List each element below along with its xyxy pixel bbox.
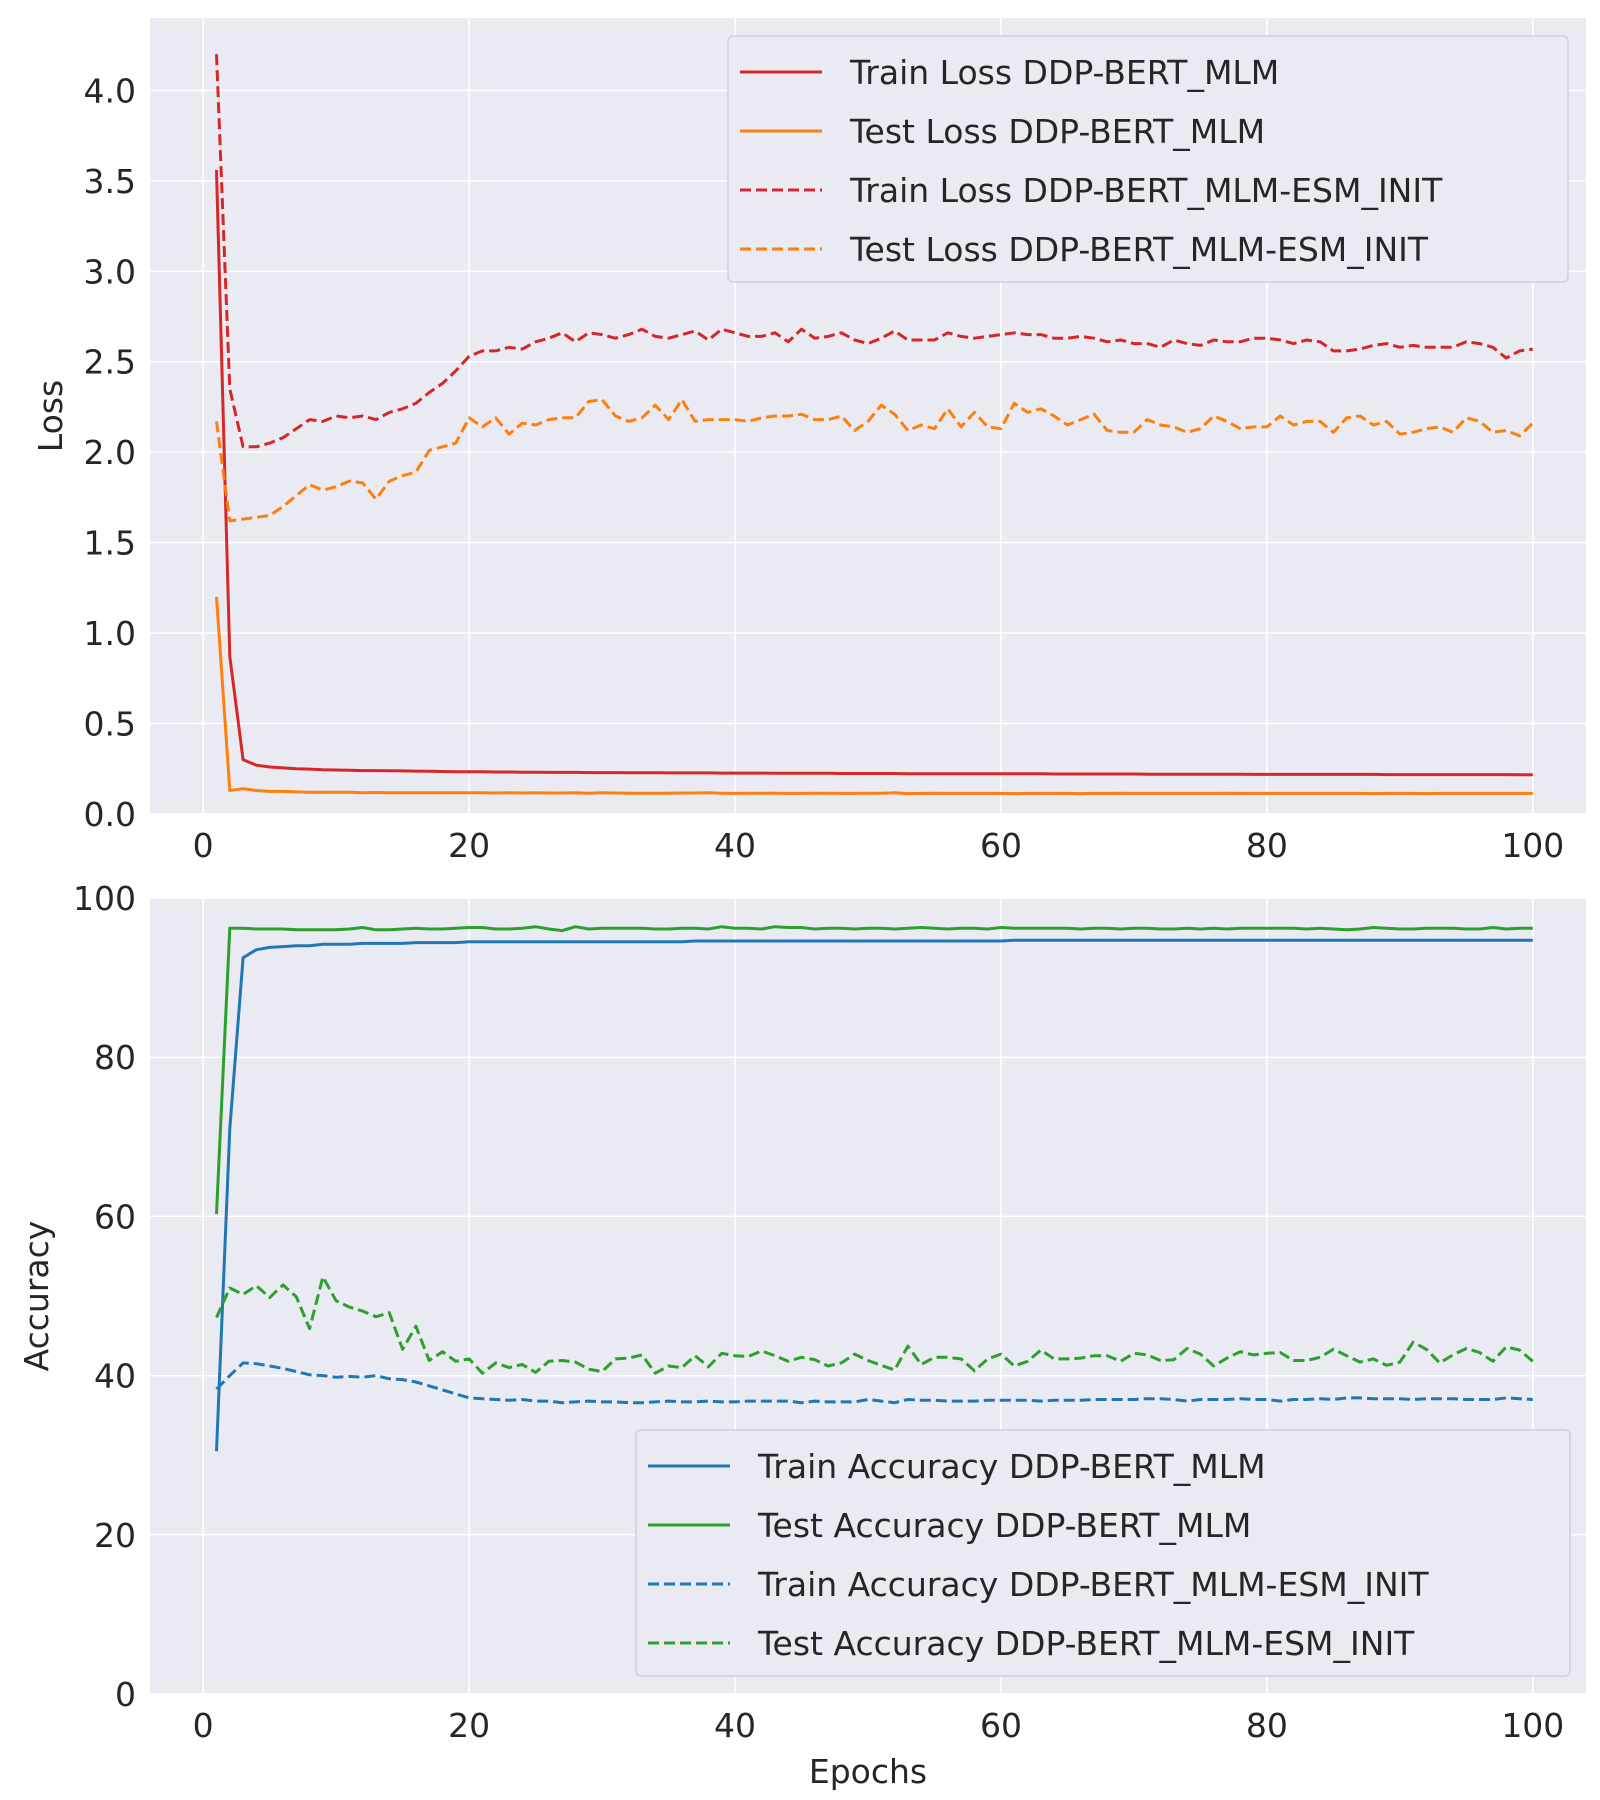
loss-x-ticks: 0 20 40 60 80 100 bbox=[193, 826, 1565, 865]
loss-series-line-3 bbox=[215, 54, 1534, 449]
accuracy-series-line-4 bbox=[215, 1275, 1534, 1375]
loss-series-line-1 bbox=[215, 169, 1533, 777]
accuracy-y-tick-label: 80 bbox=[94, 1038, 136, 1077]
accuracy-x-tick-label: 100 bbox=[1501, 1706, 1564, 1745]
loss-x-tick-label: 100 bbox=[1501, 826, 1564, 865]
accuracy-y-tick-label: 20 bbox=[94, 1516, 136, 1555]
accuracy-y-tick-label: 40 bbox=[94, 1357, 136, 1396]
accuracy-x-tick-label: 60 bbox=[980, 1706, 1022, 1745]
loss-y-axis-label: Loss bbox=[31, 380, 70, 452]
accuracy-legend-label-3: Train Accuracy DDP-BERT_MLM-ESM_INIT bbox=[757, 1565, 1429, 1604]
loss-x-tick-label: 40 bbox=[714, 826, 756, 865]
loss-legend-label-2: Test Loss DDP-BERT_MLM bbox=[849, 112, 1265, 151]
loss-y-tick-label: 4.0 bbox=[84, 71, 136, 110]
loss-y-tick-label: 2.0 bbox=[84, 433, 136, 472]
loss-legend-label-3: Train Loss DDP-BERT_MLM-ESM_INIT bbox=[849, 171, 1443, 210]
accuracy-x-tick-label: 40 bbox=[714, 1706, 756, 1745]
loss-x-tick-label: 20 bbox=[448, 826, 490, 865]
accuracy-legend-items: Train Accuracy DDP-BERT_MLM Test Accuracy… bbox=[648, 1447, 1429, 1663]
accuracy-legend-label-4: Test Accuracy DDP-BERT_MLM-ESM_INIT bbox=[757, 1624, 1415, 1663]
loss-x-tick-label: 0 bbox=[193, 826, 214, 865]
accuracy-x-tick-label: 80 bbox=[1246, 1706, 1288, 1745]
accuracy-series-line-1 bbox=[215, 938, 1533, 1452]
loss-chart: 0 20 40 60 80 100 0.0 0.5 1.0 1.5 2.0 2.5 3.0 3.5 4.0… bbox=[31, 18, 1586, 865]
loss-legend-box bbox=[727, 35, 1569, 283]
loss-x-tick-label: 60 bbox=[980, 826, 1022, 865]
accuracy-x-tick-label: 0 bbox=[193, 1706, 214, 1745]
accuracy-legend-label-1: Train Accuracy DDP-BERT_MLM bbox=[757, 1447, 1266, 1486]
accuracy-x-tick-label: 20 bbox=[448, 1706, 490, 1745]
accuracy-x-ticks: 0 20 40 60 80 100 bbox=[193, 1706, 1565, 1745]
loss-y-tick-label: 1.5 bbox=[84, 524, 136, 563]
loss-y-tick-label: 3.0 bbox=[84, 252, 136, 291]
accuracy-legend-label-2: Test Accuracy DDP-BERT_MLM bbox=[757, 1506, 1251, 1545]
accuracy-y-ticks: 0 20 40 60 80 100 bbox=[73, 879, 136, 1714]
loss-legend: Train Loss DDP-BERT_MLM Test Loss DDP-BER… bbox=[727, 35, 1569, 283]
loss-y-tick-label: 1.0 bbox=[84, 614, 136, 653]
loss-y-tick-label: 2.5 bbox=[84, 343, 136, 382]
loss-y-tick-label: 0.0 bbox=[84, 795, 136, 834]
loss-series-line-2 bbox=[215, 596, 1533, 796]
loss-y-ticks: 0.0 0.5 1.0 1.5 2.0 2.5 3.0 3.5 4.0 bbox=[84, 71, 136, 834]
accuracy-y-tick-label: 100 bbox=[73, 879, 136, 918]
accuracy-series-line-3 bbox=[215, 1361, 1533, 1405]
accuracy-series-line-2 bbox=[215, 925, 1533, 1215]
loss-x-tick-label: 80 bbox=[1246, 826, 1288, 865]
loss-legend-label-4: Test Loss DDP-BERT_MLM-ESM_INIT bbox=[849, 230, 1429, 269]
accuracy-legend: Train Accuracy DDP-BERT_MLM Test Accuracy… bbox=[635, 1429, 1571, 1677]
accuracy-y-axis-label: Accuracy bbox=[17, 1221, 56, 1372]
loss-legend-label-1: Train Loss DDP-BERT_MLM bbox=[849, 53, 1279, 92]
accuracy-lines bbox=[215, 925, 1534, 1452]
loss-y-tick-label: 3.5 bbox=[84, 162, 136, 201]
accuracy-y-tick-label: 0 bbox=[115, 1675, 136, 1714]
loss-lines bbox=[215, 54, 1534, 796]
loss-y-tick-label: 0.5 bbox=[84, 705, 136, 744]
accuracy-legend-box bbox=[635, 1429, 1571, 1677]
loss-legend-items: Train Loss DDP-BERT_MLM Test Loss DDP-BER… bbox=[740, 53, 1443, 269]
accuracy-y-tick-label: 60 bbox=[94, 1197, 136, 1236]
accuracy-chart: 0 20 40 60 80 100 0 20 40 60 80 100 Epochs Accurac… bbox=[17, 879, 1586, 1791]
accuracy-x-axis-label: Epochs bbox=[809, 1752, 927, 1791]
